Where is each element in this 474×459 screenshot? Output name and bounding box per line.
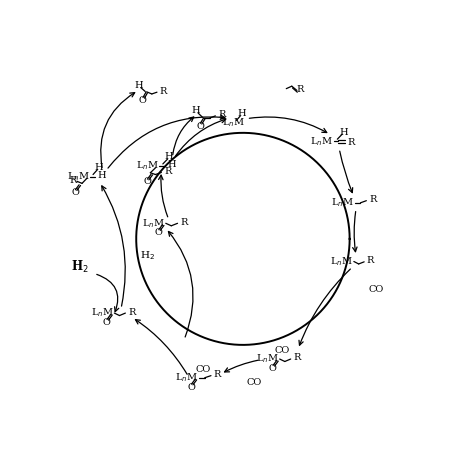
Text: H: H (98, 171, 107, 180)
Text: H: H (191, 106, 200, 115)
Text: L$_n$M: L$_n$M (331, 196, 354, 209)
Text: R: R (293, 353, 301, 363)
Text: L$_n$M: L$_n$M (66, 170, 90, 183)
Text: R: R (160, 87, 167, 95)
Text: R: R (347, 138, 355, 147)
Text: L$_n$M: L$_n$M (256, 353, 279, 365)
Text: H: H (164, 152, 173, 162)
Text: O: O (155, 229, 163, 237)
Text: L$_n$M: L$_n$M (136, 160, 158, 173)
Text: R: R (219, 110, 226, 119)
Text: O: O (188, 383, 195, 392)
Text: H$_2$: H$_2$ (140, 249, 155, 262)
Text: H: H (135, 81, 143, 90)
Text: O: O (143, 178, 151, 186)
Text: R: R (367, 256, 374, 265)
Text: H: H (340, 128, 348, 137)
Text: H: H (238, 108, 246, 118)
Text: H$_2$: H$_2$ (71, 259, 88, 275)
Text: L$_n$M: L$_n$M (142, 217, 165, 230)
Text: L$_n$M: L$_n$M (175, 371, 198, 384)
Text: CO: CO (246, 377, 262, 386)
Text: R: R (369, 196, 376, 205)
Text: O: O (103, 318, 110, 327)
Text: R: R (181, 218, 188, 227)
Text: R: R (128, 308, 135, 317)
Text: L$_n$M: L$_n$M (222, 117, 245, 129)
Text: H: H (95, 163, 103, 172)
Text: R: R (70, 176, 77, 185)
Text: O: O (71, 188, 79, 197)
Text: L$_n$M: L$_n$M (91, 307, 114, 319)
Text: R: R (164, 167, 172, 176)
Text: O: O (269, 364, 277, 373)
Text: R: R (296, 84, 303, 94)
Text: L$_n$M: L$_n$M (330, 255, 353, 268)
Text: H: H (167, 161, 176, 169)
Text: R: R (213, 370, 221, 379)
Text: O: O (138, 96, 146, 105)
Text: CO: CO (275, 347, 290, 355)
Text: CO: CO (196, 365, 211, 374)
Text: CO: CO (368, 285, 383, 294)
Text: O: O (196, 122, 204, 131)
Text: L$_n$M: L$_n$M (310, 135, 333, 148)
